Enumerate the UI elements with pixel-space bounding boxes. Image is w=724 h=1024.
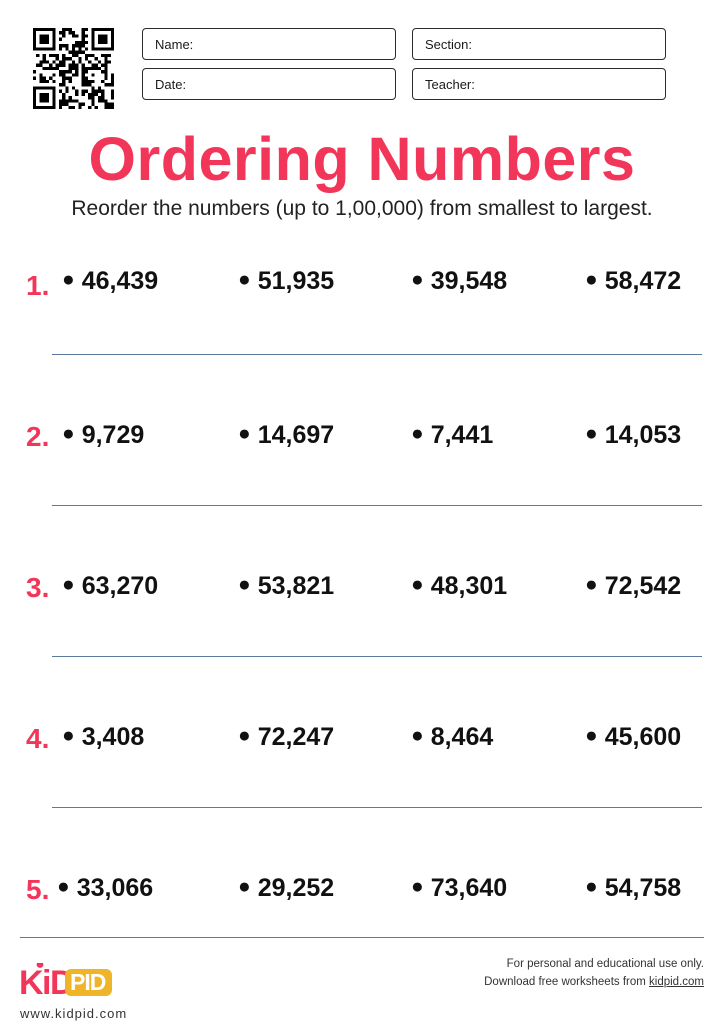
svg-text:PID: PID [70, 969, 106, 995]
